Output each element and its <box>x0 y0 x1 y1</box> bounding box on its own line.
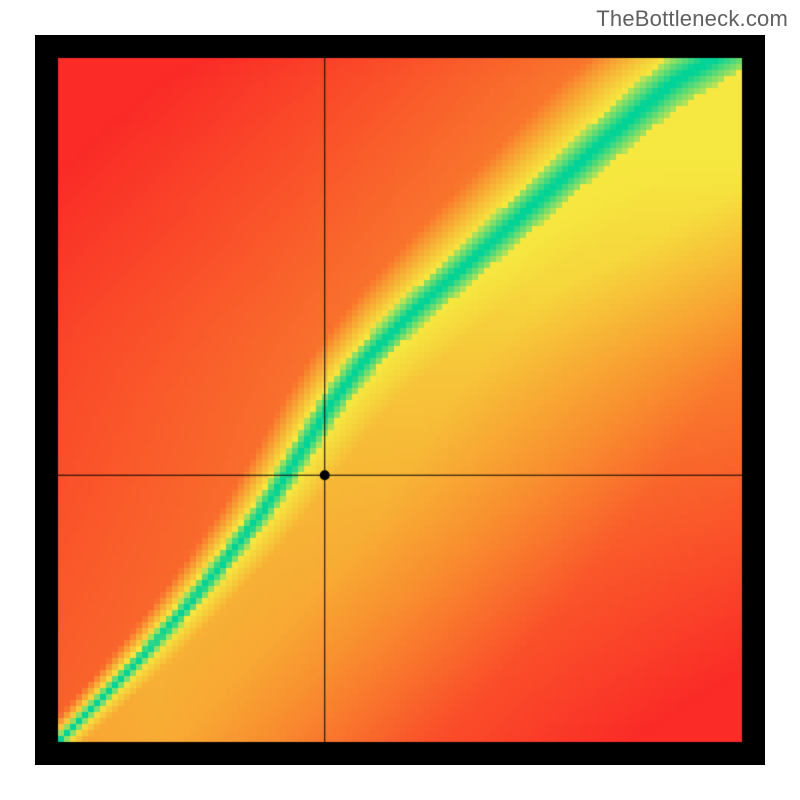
plot-frame <box>35 35 765 765</box>
heatmap-canvas <box>35 35 765 765</box>
chart-container: TheBottleneck.com <box>0 0 800 800</box>
watermark-text: TheBottleneck.com <box>596 6 788 32</box>
